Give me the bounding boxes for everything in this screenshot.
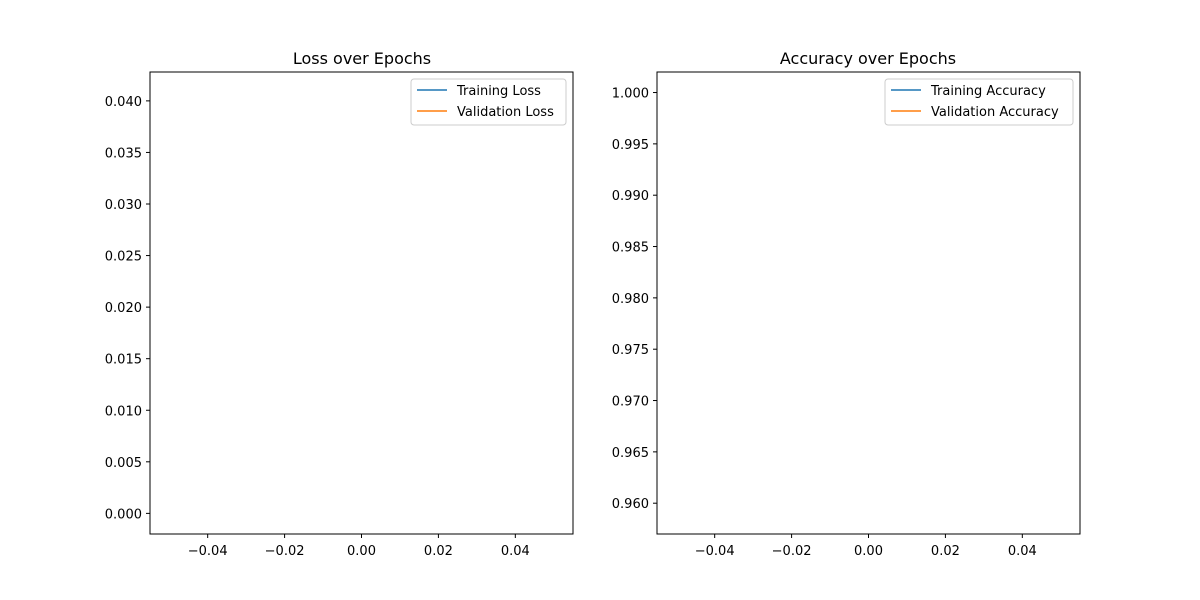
accuracy-y-tick-label: 0.995	[612, 138, 649, 153]
loss-y-tick-label: 0.005	[105, 456, 142, 471]
accuracy-y-tick-label: 1.000	[612, 87, 649, 102]
loss-legend-box	[410, 78, 567, 126]
accuracy-x-tick-label: 0.04	[1008, 544, 1037, 559]
loss-y-tick-label: 0.010	[105, 404, 142, 419]
accuracy-x-tick-label: −0.02	[772, 544, 812, 559]
loss-chart-panel: Loss over Epochs −0.04 −0.02 0.00 0.02 0.040…	[105, 49, 574, 559]
loss-y-tick-label: 0.015	[105, 353, 142, 368]
accuracy-chart-ticks: −0.04 −0.02 0.00 0.02 0.04 0.960 0.965 0.970 0.9…	[612, 87, 1037, 559]
loss-y-tick-label: 0.030	[105, 198, 142, 213]
accuracy-legend-label-validation: Validation Accuracy	[931, 105, 1059, 120]
accuracy-y-tick-label: 0.965	[612, 446, 649, 461]
accuracy-y-tick-label: 0.970	[612, 395, 649, 410]
accuracy-y-tick-label: 0.980	[612, 292, 649, 307]
loss-x-tick-label: 0.04	[501, 544, 530, 559]
loss-y-tick-label: 0.035	[105, 146, 142, 161]
accuracy-y-tick-label: 0.985	[612, 241, 649, 256]
accuracy-chart-frame	[656, 71, 1081, 535]
accuracy-y-tick-label: 0.990	[612, 189, 649, 204]
loss-x-tick-label: 0.00	[347, 544, 376, 559]
accuracy-x-tick-label: −0.04	[695, 544, 735, 559]
accuracy-x-tick-label: 0.02	[931, 544, 960, 559]
loss-y-tick-label: 0.000	[105, 507, 142, 522]
loss-y-tick-label: 0.025	[105, 250, 142, 265]
accuracy-legend-label-training: Training Accuracy	[930, 84, 1046, 99]
loss-legend-label-training: Training Loss	[456, 84, 541, 99]
loss-y-tick-label: 0.040	[105, 95, 142, 110]
loss-x-tick-label: 0.02	[424, 544, 453, 559]
loss-x-tick-label: −0.04	[188, 544, 228, 559]
accuracy-chart-title: Accuracy over Epochs	[780, 49, 956, 68]
loss-x-tick-label: −0.02	[265, 544, 305, 559]
accuracy-chart-panel: Accuracy over Epochs −0.04 −0.02 0.00 0.02 0…	[612, 49, 1081, 559]
accuracy-x-tick-label: 0.00	[854, 544, 883, 559]
loss-chart-legend: Training Loss Validation Loss	[410, 78, 567, 126]
accuracy-legend-box	[884, 78, 1074, 126]
accuracy-y-tick-label: 0.975	[612, 343, 649, 358]
loss-chart-ticks: −0.04 −0.02 0.00 0.02 0.04 0.000 0.005 0.010 0.0…	[105, 95, 530, 559]
loss-chart-frame	[149, 71, 574, 535]
accuracy-chart-legend: Training Accuracy Validation Accuracy	[884, 78, 1074, 126]
accuracy-y-tick-label: 0.960	[612, 497, 649, 512]
loss-y-tick-label: 0.020	[105, 301, 142, 316]
loss-legend-label-validation: Validation Loss	[457, 105, 554, 120]
loss-chart-title: Loss over Epochs	[293, 49, 431, 68]
